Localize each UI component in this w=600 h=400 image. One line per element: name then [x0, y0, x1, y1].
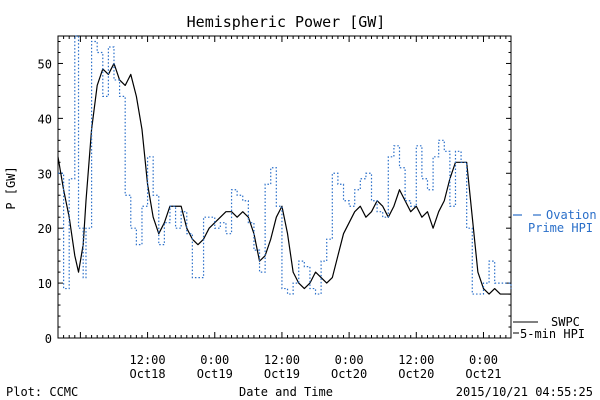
y-tick-label: 30: [38, 167, 52, 181]
legend-swpc: SWPC 5-min HPI: [513, 315, 585, 341]
x-tick-label-time: 0:00: [200, 353, 229, 367]
chart-title: Hemispheric Power [GW]: [187, 13, 386, 31]
x-tick-label-time: 12:00: [130, 353, 166, 367]
x-tick-label-date: Oct19: [197, 367, 233, 381]
y-tick-label: 40: [38, 112, 52, 126]
legend-ovation: Ovation Prime HPI: [513, 208, 597, 235]
y-axis-label: P [GW]: [4, 166, 18, 209]
legend-swpc-label-2: 5-min HPI: [520, 327, 585, 341]
y-tick-label: 20: [38, 222, 52, 236]
legend-swpc-label-1: SWPC: [551, 315, 580, 329]
x-tick-label-time: 12:00: [398, 353, 434, 367]
y-axis-label-group: P [GW]: [4, 166, 18, 209]
series-line-swpc: [57, 62, 511, 295]
plot-timestamp: 2015/10/21 04:55:25: [456, 385, 593, 399]
legend-ovation-label-1: Ovation: [546, 208, 597, 222]
plot-credit: Plot: CCMC: [6, 385, 78, 399]
legend-ovation-label-2: Prime HPI: [528, 221, 593, 235]
plot-frame: [57, 35, 512, 339]
series-layer: [57, 35, 512, 295]
x-tick-label-date: Oct18: [130, 367, 166, 381]
x-tick-label-time: 12:00: [264, 353, 300, 367]
x-axis-label: Date and Time: [239, 385, 333, 399]
x-tick-label-time: 0:00: [335, 353, 364, 367]
series-line-ovation-prime: [58, 35, 512, 295]
x-tick-label-date: Oct20: [398, 367, 434, 381]
x-tick-label-date: Oct20: [331, 367, 367, 381]
x-tick-label-date: Oct19: [264, 367, 300, 381]
y-tick-label: 10: [38, 277, 52, 291]
y-tick-label: 0: [45, 332, 52, 346]
y-tick-label: 50: [38, 57, 52, 71]
x-tick-label-date: Oct21: [465, 367, 501, 381]
x-tick-label-time: 0:00: [469, 353, 498, 367]
